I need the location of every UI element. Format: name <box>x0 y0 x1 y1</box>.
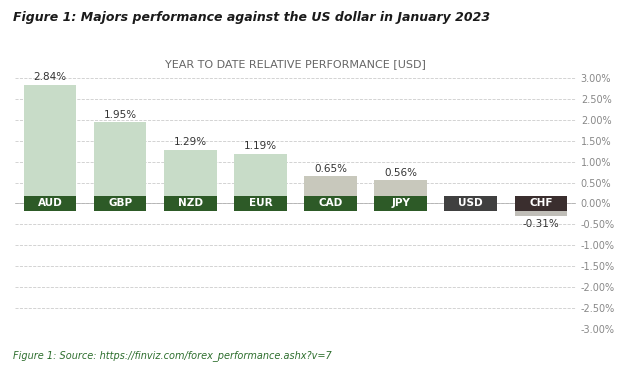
Text: NZD: NZD <box>178 198 203 208</box>
Bar <box>515 195 567 211</box>
Bar <box>234 154 287 204</box>
Bar <box>515 204 567 216</box>
Text: 0.65%: 0.65% <box>314 164 347 174</box>
Bar <box>24 85 76 204</box>
Text: USD: USD <box>459 198 483 208</box>
Text: Figure 1: Source: https://finviz.com/forex_performance.ashx?v=7: Figure 1: Source: https://finviz.com/for… <box>13 350 331 361</box>
Text: Figure 1: Majors performance against the US dollar in January 2023: Figure 1: Majors performance against the… <box>13 11 490 24</box>
Bar <box>94 122 146 204</box>
Text: 1.95%: 1.95% <box>103 110 137 120</box>
Text: EUR: EUR <box>249 198 272 208</box>
Text: 1.29%: 1.29% <box>174 137 207 147</box>
Text: CHF: CHF <box>529 198 553 208</box>
Text: JPY: JPY <box>391 198 410 208</box>
Bar <box>304 195 357 211</box>
Bar <box>234 195 287 211</box>
Bar <box>164 195 217 211</box>
Bar <box>374 180 427 204</box>
Bar <box>374 195 427 211</box>
Text: -0.31%: -0.31% <box>522 219 559 229</box>
Bar <box>94 195 146 211</box>
Text: AUD: AUD <box>38 198 62 208</box>
Text: 0.56%: 0.56% <box>384 167 417 178</box>
Text: 2.84%: 2.84% <box>33 72 67 82</box>
Bar <box>24 195 76 211</box>
Title: YEAR TO DATE RELATIVE PERFORMANCE [USD]: YEAR TO DATE RELATIVE PERFORMANCE [USD] <box>165 59 426 69</box>
Text: CAD: CAD <box>318 198 343 208</box>
Text: 1.19%: 1.19% <box>244 141 277 151</box>
Bar <box>304 176 357 204</box>
Text: GBP: GBP <box>108 198 132 208</box>
Bar <box>164 150 217 204</box>
Bar <box>444 195 497 211</box>
